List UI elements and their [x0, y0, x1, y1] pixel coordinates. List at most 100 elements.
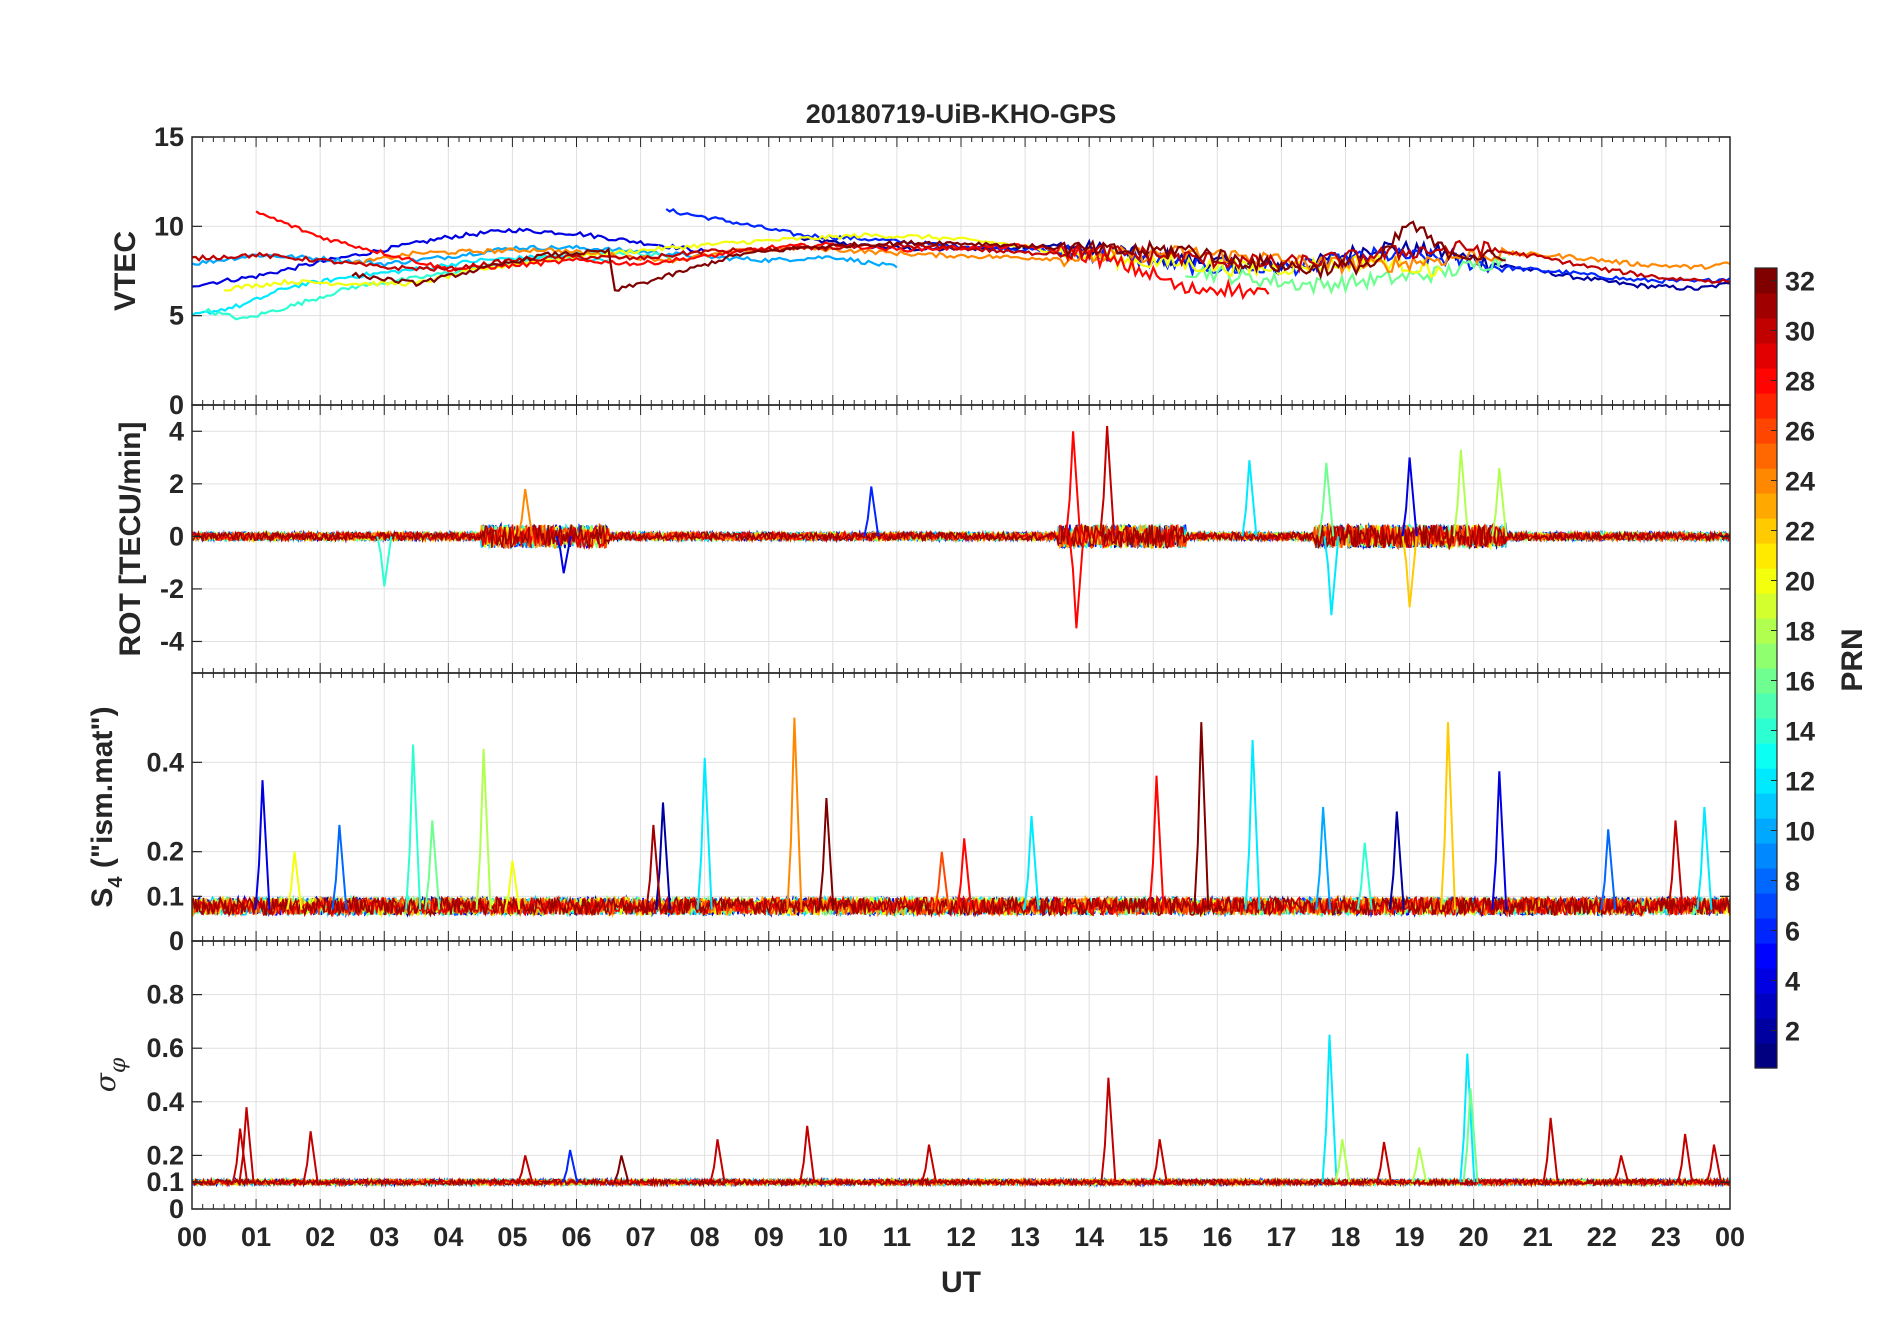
- x-tick-label: 07: [626, 1222, 656, 1252]
- rot-spike-7: [1452, 449, 1469, 537]
- s4-spike-21: [1667, 820, 1684, 910]
- sigma-phi-spike-1: [238, 1107, 255, 1183]
- s4-spike-18: [1440, 722, 1456, 910]
- colorbar-band: [1755, 693, 1777, 719]
- colorbar-tick-label: 28: [1785, 367, 1815, 397]
- sigma-phi-spike-20: [1706, 1144, 1722, 1183]
- s4-spike-13: [1148, 775, 1165, 910]
- s4-y-axis-label-sub: 4: [105, 876, 127, 888]
- sigma-phi-y-axis-label-main: σ: [89, 1072, 122, 1092]
- sigma-phi-y-axis-label-sub: φ: [106, 1057, 131, 1073]
- s4-y-axis-label-rest: ("ism.mat"): [86, 706, 119, 876]
- s4-spike-7: [645, 824, 662, 910]
- x-tick-label: 01: [241, 1222, 271, 1252]
- rot-spike-5: [1401, 457, 1418, 537]
- colorbar-tick-label: 22: [1785, 517, 1815, 547]
- rot-spike-8: [1491, 467, 1508, 537]
- x-tick-label: 17: [1266, 1222, 1296, 1252]
- colorbar-band: [1755, 918, 1777, 944]
- colorbar-band: [1755, 318, 1777, 344]
- colorbar-frame: [1754, 267, 1778, 1069]
- colorbar-band: [1755, 368, 1777, 394]
- s4-spike-20: [1600, 829, 1617, 910]
- colorbar-tick-label: 16: [1785, 667, 1815, 697]
- sigma-phi-spike-18: [1613, 1155, 1630, 1183]
- sigma-phi-y-tick-label: 0.1: [146, 1167, 184, 1197]
- sigma-phi-spike-10: [1151, 1139, 1168, 1183]
- x-tick-label: 16: [1202, 1222, 1232, 1252]
- rot-y-tick-label: 2: [169, 469, 184, 499]
- colorbar-band: [1755, 293, 1777, 319]
- x-tick-label: 06: [561, 1222, 591, 1252]
- rot-series-group: [192, 425, 1730, 629]
- sigma-phi-spike-11: [1321, 1034, 1338, 1183]
- colorbar-band: [1755, 543, 1777, 569]
- sigma-phi-y-tick-label: 0.2: [146, 1140, 184, 1170]
- colorbar-band: [1755, 968, 1777, 994]
- rot-y-axis-label: ROT [TECU/min]: [114, 422, 147, 657]
- rot-spike-1: [1068, 536, 1085, 629]
- colorbar-tick-label: 26: [1785, 417, 1815, 447]
- rot-series-prn-31: [192, 523, 1730, 551]
- sigma-phi-spike-13: [1376, 1141, 1392, 1183]
- s4-y-tick-label: 0.2: [146, 837, 184, 867]
- x-tick-label: 00: [177, 1222, 207, 1252]
- colorbar-tick-label: 4: [1785, 967, 1800, 997]
- x-tick-label: 22: [1587, 1222, 1617, 1252]
- colorbar-band: [1755, 843, 1777, 869]
- vtec-series-prn-4: [192, 227, 706, 288]
- s4-y-axis-label: S4 ("ism.mat"): [86, 706, 127, 907]
- x-tick-label: 21: [1523, 1222, 1553, 1252]
- colorbar-band: [1755, 393, 1777, 419]
- s4-spike-14: [1193, 722, 1210, 910]
- vtec-series-prn-12: [192, 254, 609, 317]
- s4-y-tick-label: 0.4: [146, 747, 184, 777]
- colorbar-band: [1755, 593, 1777, 619]
- s4-series-group: [192, 717, 1730, 919]
- x-tick-label: 18: [1330, 1222, 1360, 1252]
- x-tick-label: 05: [497, 1222, 527, 1252]
- sigma-phi-spike-14: [1411, 1147, 1428, 1183]
- colorbar-band: [1755, 418, 1777, 444]
- colorbar-band: [1755, 493, 1777, 519]
- sigma-phi-y-tick-label: 0.4: [146, 1087, 184, 1117]
- s4-spike-10: [818, 798, 835, 910]
- vtec-series-group: [192, 208, 1730, 321]
- s4-spike-25: [1356, 842, 1373, 910]
- sigma-phi-y-tick-label: 0.6: [146, 1033, 184, 1063]
- x-tick-label: 03: [369, 1222, 399, 1252]
- colorbar-tick-label: 8: [1785, 867, 1800, 897]
- colorbar-band: [1755, 518, 1777, 544]
- x-tick-label: 14: [1074, 1222, 1104, 1252]
- vtec-series-prn-6: [665, 208, 1730, 285]
- sigma-phi-spike-4: [562, 1149, 579, 1183]
- x-tick-label: 08: [690, 1222, 720, 1252]
- colorbar-band: [1755, 1043, 1777, 1069]
- s4-y-tick-label: 0.1: [146, 881, 184, 911]
- sigma-phi-y-tick-label: 0.8: [146, 980, 184, 1010]
- s4-spike-1: [286, 851, 303, 910]
- x-tick-label: 11: [883, 1222, 912, 1252]
- sigma-phi-spike-9: [1100, 1077, 1117, 1183]
- vtec-y-tick-label: 0: [169, 390, 184, 420]
- x-tick-label: 09: [754, 1222, 784, 1252]
- sigma-phi-spike-12: [1334, 1139, 1351, 1183]
- sigma-phi-y-tick-label: 0: [169, 1194, 184, 1224]
- rot-spike-4: [1323, 536, 1340, 616]
- s4-y-axis-label-main: S: [86, 888, 119, 908]
- s4-spike-4: [424, 820, 441, 910]
- rot-y-tick-label: -2: [160, 574, 184, 604]
- vtec-series-prn-24: [351, 244, 1730, 276]
- vtec-series-prn-30: [192, 239, 1730, 285]
- rot-spike-10: [517, 488, 534, 537]
- series-layer: [192, 208, 1730, 1189]
- x-tick-label: 19: [1395, 1222, 1425, 1252]
- sigma-phi-spike-2: [302, 1131, 319, 1183]
- colorbar-band: [1755, 1018, 1777, 1044]
- s4-series-prn-29: [192, 894, 1730, 918]
- rot-spike-12: [1241, 460, 1258, 537]
- colorbar-tick-label: 10: [1785, 817, 1815, 847]
- colorbar-tick-label: 2: [1785, 1017, 1800, 1047]
